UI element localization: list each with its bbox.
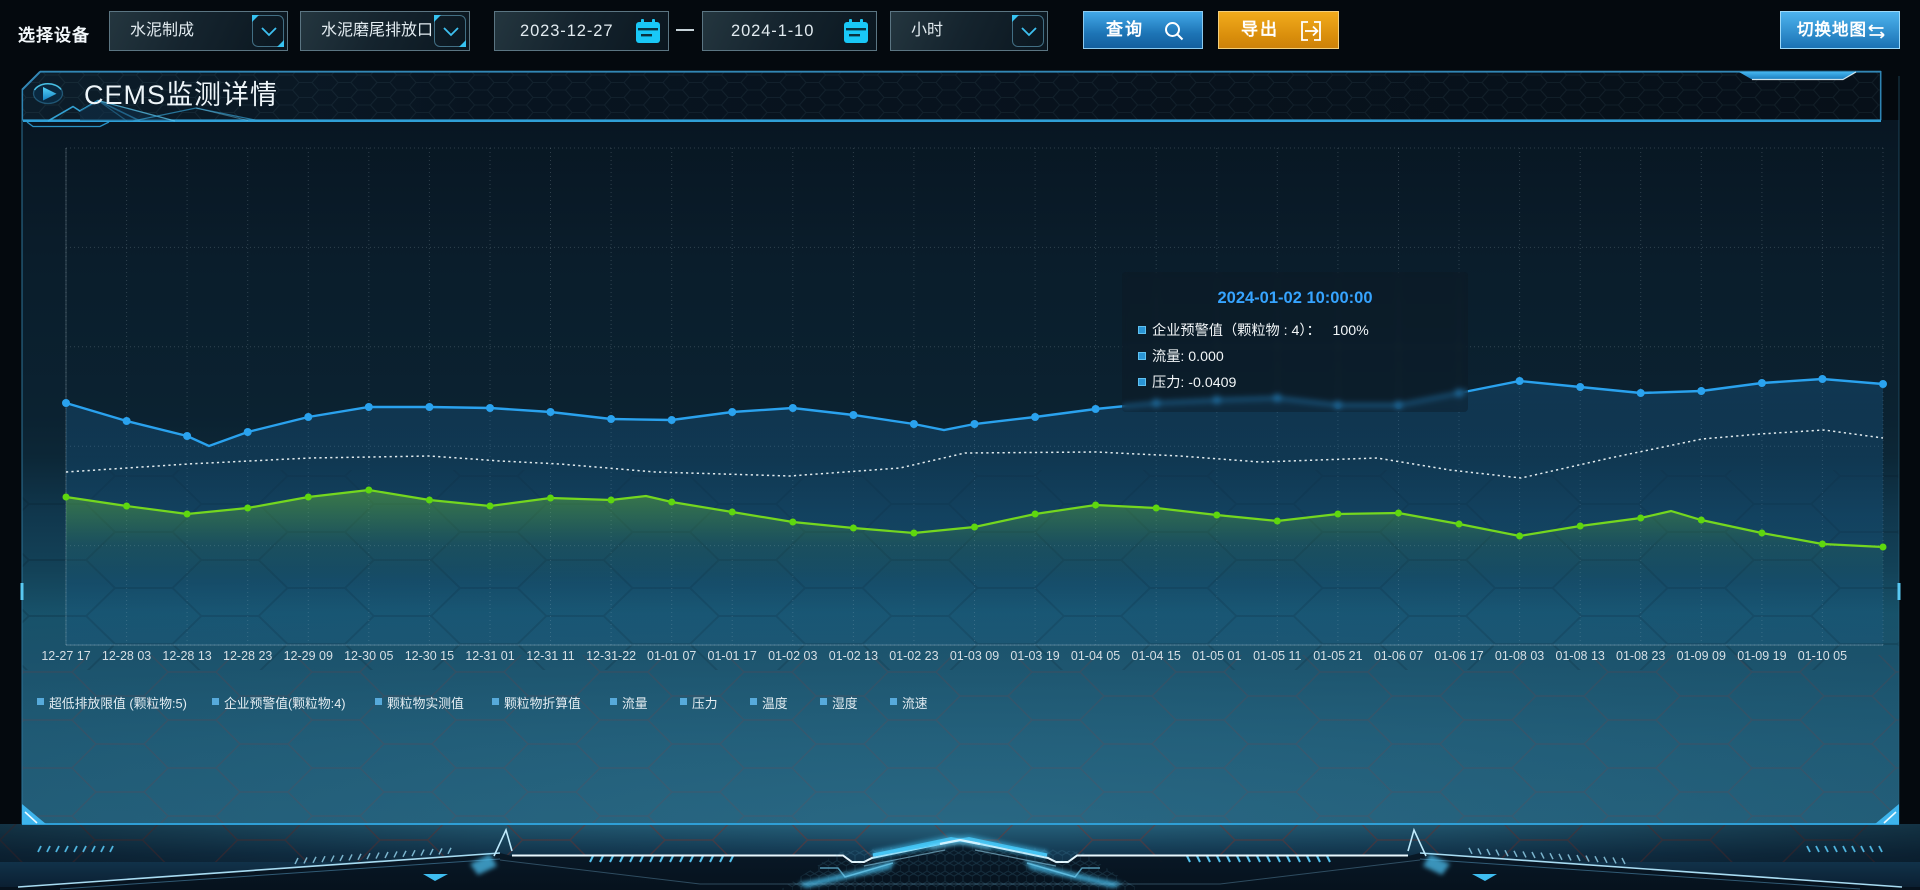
svg-text:颗粒物折算值: 颗粒物折算值	[504, 696, 581, 711]
svg-text:企业预警值(颗粒物:4): 企业预警值(颗粒物:4)	[224, 696, 346, 711]
svg-text:01-02 23: 01-02 23	[889, 649, 938, 663]
svg-text:12-28 03: 12-28 03	[102, 649, 151, 663]
svg-text:CEMS监测详情: CEMS监测详情	[84, 80, 278, 110]
svg-text:12-31 11: 12-31 11	[526, 649, 574, 663]
svg-text:01-05 21: 01-05 21	[1313, 649, 1362, 663]
svg-text:01-02 13: 01-02 13	[829, 649, 878, 663]
svg-text:颗粒物实测值: 颗粒物实测值	[387, 696, 464, 711]
svg-text:12-29 09: 12-29 09	[284, 649, 333, 663]
svg-text:12-30 15: 12-30 15	[405, 649, 454, 663]
svg-text:12-30 05: 12-30 05	[344, 649, 393, 663]
svg-text:01-03 09: 01-03 09	[950, 649, 999, 663]
svg-text:01-08 13: 01-08 13	[1556, 649, 1605, 663]
svg-text:01-10 05: 01-10 05	[1798, 649, 1847, 663]
svg-text:12-27 17: 12-27 17	[41, 649, 90, 663]
svg-text:01-04 05: 01-04 05	[1071, 649, 1120, 663]
svg-text:01-01 07: 01-01 07	[647, 649, 696, 663]
svg-text:01-05 01: 01-05 01	[1192, 649, 1241, 663]
svg-text:流量: 流量	[622, 696, 648, 711]
svg-text:12-28 23: 12-28 23	[223, 649, 272, 663]
svg-text:流速: 流速	[902, 696, 928, 711]
svg-text:01-08 03: 01-08 03	[1495, 649, 1544, 663]
svg-text:12-31 01: 12-31 01	[465, 649, 514, 663]
svg-text:01-09 09: 01-09 09	[1677, 649, 1726, 663]
svg-text:温度: 温度	[762, 696, 788, 711]
svg-text:01-04 15: 01-04 15	[1132, 649, 1181, 663]
svg-text:01-09 19: 01-09 19	[1737, 649, 1786, 663]
svg-text:01-06 17: 01-06 17	[1434, 649, 1483, 663]
svg-text:01-02 03: 01-02 03	[768, 649, 817, 663]
svg-text:压力: 压力	[692, 696, 718, 711]
svg-text:01-06 07: 01-06 07	[1374, 649, 1423, 663]
svg-text:湿度: 湿度	[832, 696, 858, 711]
svg-text:01-01 17: 01-01 17	[708, 649, 757, 663]
svg-text:01-05 11: 01-05 11	[1253, 649, 1301, 663]
svg-text:01-03 19: 01-03 19	[1010, 649, 1059, 663]
svg-text:12-28 13: 12-28 13	[162, 649, 211, 663]
svg-text:12-31-22: 12-31-22	[586, 649, 636, 663]
svg-text:01-08 23: 01-08 23	[1616, 649, 1665, 663]
svg-text:超低排放限值 (颗粒物:5): 超低排放限值 (颗粒物:5)	[49, 696, 187, 711]
